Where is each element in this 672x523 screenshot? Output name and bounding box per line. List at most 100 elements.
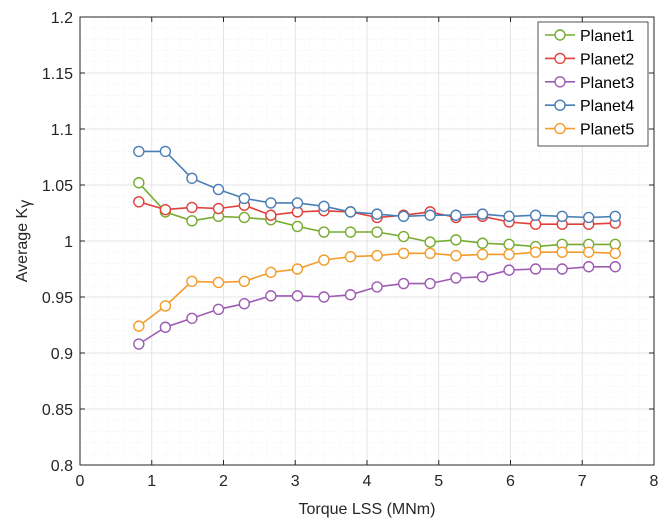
legend-marker-planet1 — [554, 29, 566, 41]
legend-items: Planet1 Planet2 Planet3 Planet4 Planet5 — [545, 28, 634, 139]
data-point-planet5 — [609, 247, 621, 260]
data-point-planet1 — [344, 226, 357, 238]
y-axis-title-subscript: γ — [17, 200, 34, 208]
x-axis-title: Torque LSS (MNm) — [299, 501, 436, 518]
legend-marker-planet5 — [554, 122, 566, 135]
y-tick-label: 0.95 — [42, 290, 73, 307]
data-point-planet4 — [159, 145, 172, 158]
data-point-planet5 — [186, 275, 198, 288]
x-tick-label: 7 — [578, 473, 587, 490]
data-point-planet1 — [424, 236, 436, 248]
data-point-planet3 — [371, 281, 383, 293]
data-point-planet5 — [529, 246, 542, 258]
data-point-planet1 — [133, 177, 145, 189]
x-tick-labels: 0 1 2 3 4 5 6 7 8 — [76, 473, 659, 490]
data-point-planet4 — [291, 197, 304, 209]
data-point-planet5 — [318, 254, 330, 266]
data-point-planet3 — [133, 338, 145, 350]
data-point-planet4 — [318, 200, 330, 212]
data-point-planet4 — [556, 210, 568, 223]
data-point-planet1 — [371, 226, 383, 238]
series-planet5 — [133, 246, 621, 332]
y-tick-label: 1.2 — [51, 10, 73, 27]
data-point-planet5 — [291, 263, 304, 275]
legend-label-planet1: Planet1 — [580, 28, 634, 45]
x-tick-label: 4 — [363, 473, 372, 490]
x-tick-label: 1 — [147, 473, 156, 490]
x-tick-label: 5 — [434, 473, 443, 490]
legend-item-planet1: Planet1 — [545, 28, 634, 45]
data-point-planet5 — [503, 248, 515, 261]
data-point-planet3 — [265, 290, 277, 302]
y-tick-label: 1.05 — [42, 178, 73, 195]
x-tick-label: 6 — [506, 473, 515, 490]
y-tick-label: 0.85 — [42, 402, 73, 419]
data-point-planet4 — [238, 192, 251, 205]
y-tick-labels: 0.8 0.85 0.9 0.95 1 1.05 1.1 1.15 1.2 — [42, 10, 73, 475]
data-point-planet3 — [450, 272, 462, 284]
data-point-planet4 — [609, 210, 621, 223]
axis-ticks — [79, 16, 655, 466]
x-tick-label: 8 — [650, 473, 659, 490]
data-point-planet2 — [186, 201, 198, 214]
data-point-planet1 — [318, 226, 330, 238]
data-point-planet1 — [503, 238, 515, 251]
data-point-planet1 — [238, 211, 251, 224]
legend-item-planet5: Planet5 — [545, 122, 634, 139]
data-point-planet4 — [133, 145, 145, 158]
legend-label-planet3: Planet3 — [580, 75, 634, 92]
data-point-planet5 — [344, 250, 357, 263]
data-point-planet5 — [159, 300, 172, 312]
data-point-planet5 — [133, 320, 145, 332]
y-axis-title: Average Kγ — [14, 200, 34, 282]
data-point-planet5 — [450, 249, 462, 262]
data-point-planet3 — [344, 289, 357, 301]
data-point-planet3 — [318, 291, 330, 303]
legend-label-planet4: Planet4 — [580, 98, 634, 115]
legend-marker-planet4 — [554, 99, 566, 111]
data-point-planet3 — [556, 263, 568, 275]
data-point-planet3 — [609, 261, 621, 273]
data-point-planet1 — [450, 234, 462, 246]
y-tick-label: 0.8 — [51, 458, 73, 475]
x-tick-label: 3 — [291, 473, 300, 490]
data-point-planet3 — [186, 312, 198, 324]
data-point-planet3 — [503, 264, 515, 276]
data-point-planet4 — [450, 209, 462, 221]
data-point-planet4 — [265, 197, 277, 209]
series-planet3 — [133, 261, 621, 350]
data-point-planet2 — [133, 196, 145, 208]
y-tick-label: 1.1 — [51, 122, 73, 139]
data-point-planet5 — [371, 249, 383, 262]
data-point-planet2 — [265, 209, 277, 221]
data-point-planet5 — [397, 247, 410, 260]
data-point-planet4 — [212, 183, 225, 196]
data-point-planet3 — [159, 321, 172, 333]
data-point-planet4 — [583, 211, 595, 224]
data-point-planet3 — [424, 277, 436, 290]
data-point-planet1 — [397, 230, 410, 243]
data-point-planet4 — [186, 172, 198, 184]
data-point-planet5 — [238, 275, 251, 288]
data-point-planet4 — [529, 209, 542, 221]
data-point-planet5 — [583, 246, 595, 258]
x-tick-label: 2 — [219, 473, 228, 490]
data-point-planet3 — [583, 261, 595, 273]
y-axis-title-main: Average K — [14, 207, 31, 282]
legend-marker-planet3 — [554, 76, 566, 88]
data-point-planet1 — [186, 215, 198, 227]
data-point-planet4 — [476, 208, 489, 220]
data-point-planet5 — [265, 266, 277, 279]
data-point-planet5 — [424, 247, 436, 260]
data-point-planet4 — [344, 206, 357, 218]
y-tick-label: 1 — [64, 234, 73, 251]
data-point-planet5 — [212, 276, 225, 289]
data-point-planet4 — [503, 210, 515, 223]
data-point-planet1 — [291, 220, 304, 233]
data-point-planet3 — [529, 263, 542, 275]
series-layer — [133, 145, 621, 350]
data-point-planet3 — [291, 290, 304, 302]
x-tick-label: 0 — [76, 473, 85, 490]
legend-label-planet2: Planet2 — [580, 51, 634, 68]
